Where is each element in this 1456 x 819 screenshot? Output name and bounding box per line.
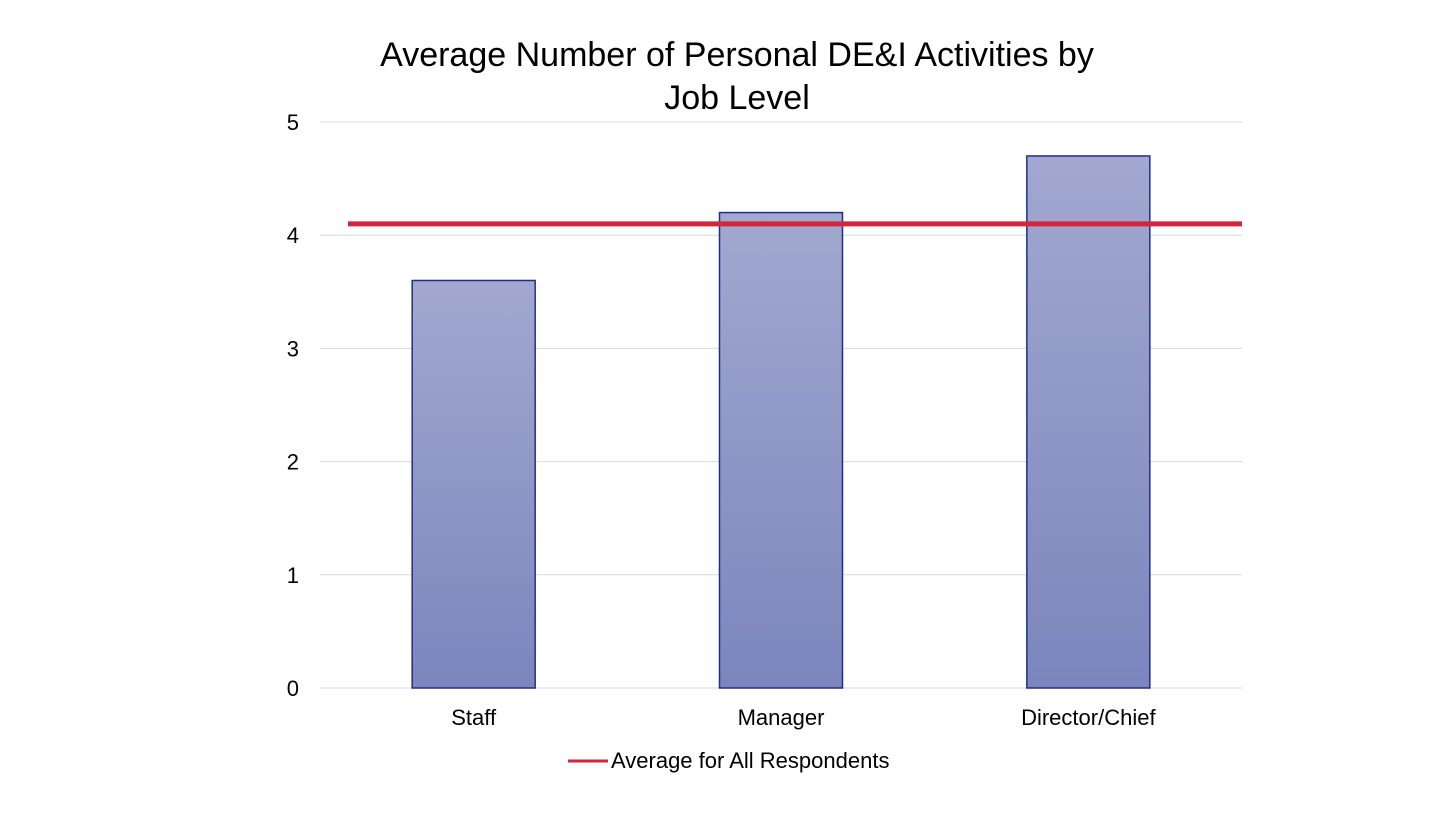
chart-title: Average Number of Personal DE&I Activiti…	[380, 36, 1094, 117]
chart-title-line-1: Average Number of Personal DE&I Activiti…	[380, 36, 1094, 74]
chart-title-line-2: Job Level	[664, 79, 810, 117]
x-tick-label: Manager	[738, 705, 825, 730]
y-tick-label: 1	[287, 563, 299, 588]
y-axis-tick-labels: 0 1 2 3 4 5	[287, 110, 299, 701]
y-tick-label: 2	[287, 450, 299, 475]
bar	[1026, 155, 1151, 689]
bar	[718, 211, 844, 689]
x-tick-label: Staff	[451, 705, 497, 730]
y-tick-label: 0	[287, 676, 299, 701]
bars	[411, 155, 1151, 689]
legend: Average for All Respondents	[568, 748, 889, 773]
y-tick-label: 5	[287, 110, 299, 135]
bar	[411, 279, 536, 689]
x-axis-tick-labels: Staff Manager Director/Chief	[451, 705, 1156, 730]
y-tick-label: 4	[287, 223, 299, 248]
legend-label: Average for All Respondents	[611, 748, 889, 773]
y-tick-label: 3	[287, 336, 299, 361]
x-tick-label: Director/Chief	[1021, 705, 1156, 730]
